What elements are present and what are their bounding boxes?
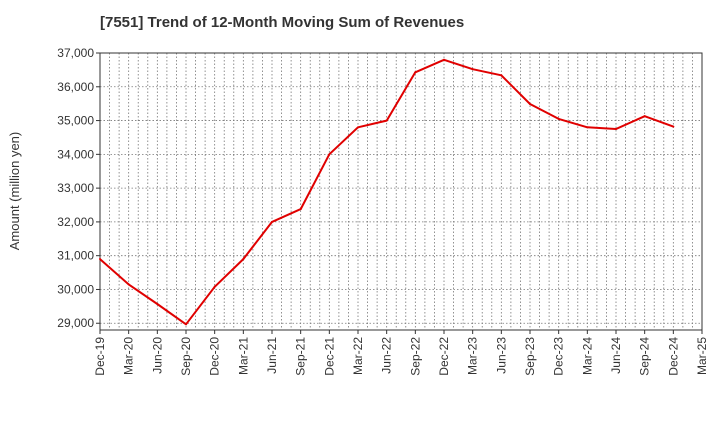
series-group bbox=[99, 58, 675, 326]
y-tick-label: 31,000 bbox=[57, 249, 94, 263]
x-tick-label: Jun-24 bbox=[609, 337, 623, 374]
y-tick-label: 37,000 bbox=[57, 46, 94, 60]
data-point bbox=[500, 74, 503, 77]
data-point bbox=[185, 323, 187, 326]
x-tick-label: Mar-21 bbox=[236, 337, 250, 375]
x-tick-label: Sep-23 bbox=[523, 337, 537, 376]
y-axis-label: Amount (million yen) bbox=[7, 132, 22, 251]
data-point bbox=[672, 125, 675, 128]
data-point bbox=[385, 119, 388, 122]
y-tick-label: 30,000 bbox=[57, 282, 94, 296]
plot-frame bbox=[99, 52, 703, 331]
data-point bbox=[615, 128, 617, 131]
data-point bbox=[529, 103, 531, 106]
data-point bbox=[643, 115, 646, 118]
y-tick-label: 36,000 bbox=[57, 80, 94, 94]
y-tick-label: 35,000 bbox=[57, 114, 94, 128]
chart-title: [7551] Trend of 12-Month Moving Sum of R… bbox=[100, 14, 465, 31]
data-point bbox=[443, 58, 445, 61]
x-tick-label: Dec-24 bbox=[666, 337, 680, 376]
y-tick-label: 29,000 bbox=[57, 316, 94, 330]
data-point bbox=[213, 285, 216, 288]
x-tick-label: Mar-20 bbox=[122, 337, 136, 375]
grid-lines bbox=[100, 52, 702, 330]
x-tick-label: Jun-22 bbox=[380, 337, 394, 374]
x-tick-label: Mar-25 bbox=[695, 337, 709, 375]
data-point bbox=[586, 126, 589, 129]
x-tick-label: Dec-22 bbox=[437, 337, 451, 376]
x-tick-label: Dec-23 bbox=[552, 337, 566, 376]
x-tick-label: Mar-22 bbox=[351, 337, 365, 375]
x-tick-label: Mar-23 bbox=[466, 337, 480, 375]
x-axis-ticks: Dec-19 Mar-20 Jun-20 Sep-20 Dec-20 Mar-21 Jun-… bbox=[93, 330, 709, 376]
x-tick-label: Jun-21 bbox=[265, 337, 279, 374]
y-tick-label: 32,000 bbox=[57, 215, 94, 229]
data-point bbox=[557, 117, 560, 120]
x-tick-label: Mar-24 bbox=[580, 337, 594, 375]
x-tick-label: Jun-20 bbox=[150, 337, 164, 374]
data-point bbox=[414, 71, 417, 74]
data-point bbox=[242, 258, 245, 261]
x-tick-label: Sep-20 bbox=[179, 337, 193, 376]
y-tick-label: 34,000 bbox=[57, 147, 94, 161]
data-point bbox=[99, 258, 101, 261]
data-point bbox=[471, 68, 474, 71]
data-point bbox=[299, 208, 302, 211]
data-point bbox=[328, 153, 331, 156]
x-tick-label: Sep-22 bbox=[408, 337, 422, 376]
y-axis-ticks: 29,000 30,000 31,000 32,000 33,000 34,000 35,0… bbox=[57, 46, 100, 330]
x-tick-label: Jun-23 bbox=[494, 337, 508, 374]
x-tick-label: Sep-21 bbox=[294, 337, 308, 376]
data-point bbox=[271, 220, 273, 223]
x-tick-label: Dec-21 bbox=[322, 337, 336, 376]
x-tick-label: Dec-20 bbox=[208, 337, 222, 376]
y-tick-label: 33,000 bbox=[57, 181, 94, 195]
x-tick-label: Sep-24 bbox=[638, 337, 652, 376]
x-tick-label: Dec-19 bbox=[93, 337, 107, 376]
data-point bbox=[156, 302, 159, 305]
data-point bbox=[127, 283, 130, 286]
data-point bbox=[357, 126, 359, 129]
